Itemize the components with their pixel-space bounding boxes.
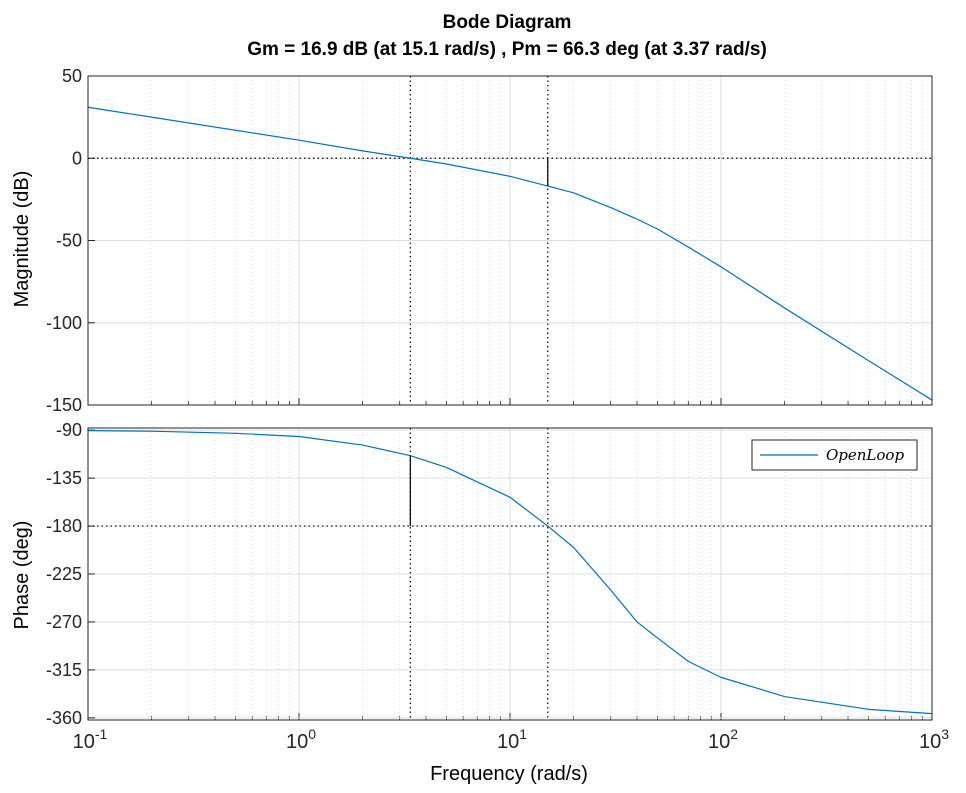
magnitude-y-tick-label: -150 [46, 395, 82, 415]
phase-y-tick-label: -90 [56, 420, 82, 440]
magnitude-y-tick-label: 50 [62, 66, 82, 86]
phase-y-tick-label: -360 [46, 708, 82, 728]
x-tick-label: 102 [708, 726, 738, 753]
magnitude-series-line [87, 106, 933, 401]
legend-label-openloop: OpenLoop [826, 446, 904, 464]
phase-y-tick-label: -225 [46, 564, 82, 584]
magnitude-axis-label: Magnitude (dB) [11, 171, 33, 308]
x-tick-label: 101 [497, 726, 527, 753]
phase-y-tick-label: -180 [46, 516, 82, 536]
magnitude-y-tick-label: -100 [46, 313, 82, 333]
magnitude-panel: 50 0 -50 -100 -150 [46, 66, 933, 415]
magnitude-axes-box [87, 75, 933, 406]
phase-axes-box [87, 427, 933, 721]
x-tick-label: 100 [286, 726, 316, 753]
chart-subtitle: Gm = 16.9 dB (at 15.1 rad/s) , Pm = 66.3… [247, 39, 767, 60]
chart-title: Bode Diagram [443, 12, 572, 33]
x-tick-label: 10-1 [73, 726, 108, 753]
phase-axis-label: Phase (deg) [11, 521, 33, 630]
phase-y-tick-label: -270 [46, 612, 82, 632]
phase-y-tick-label: -315 [46, 660, 82, 680]
magnitude-y-tick-label: -50 [56, 231, 82, 251]
phase-y-tick-label: -135 [46, 468, 82, 488]
magnitude-y-tick-label: 0 [72, 148, 82, 168]
frequency-axis-label: Frequency (rad/s) [430, 763, 588, 785]
legend: OpenLoop [751, 439, 918, 471]
x-tick-label: 103 [919, 726, 949, 753]
phase-series-line [87, 430, 933, 715]
